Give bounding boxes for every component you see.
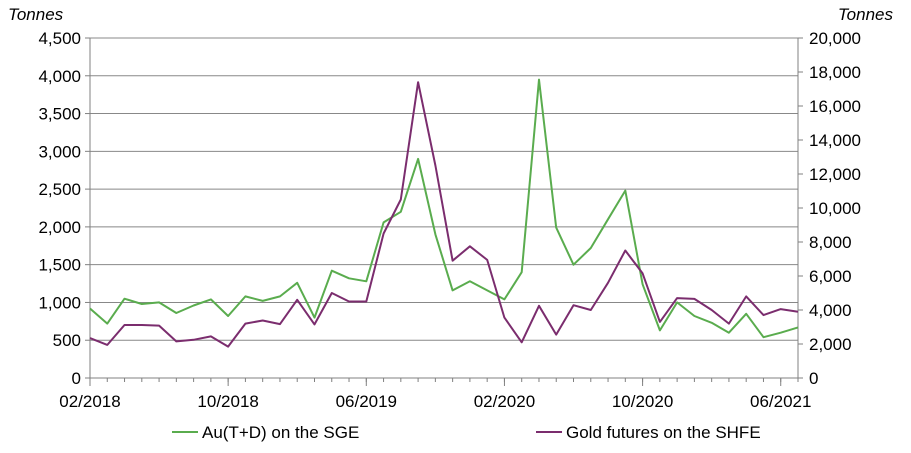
right-tick-label: 12,000 [809,165,861,184]
left-tick-label: 4,000 [38,67,81,86]
right-tick-label: 0 [809,369,818,388]
left-tick-label: 500 [53,331,81,350]
right-tick-label: 16,000 [809,97,861,116]
right-tick-label: 14,000 [809,131,861,150]
left-tick-label: 4,500 [38,29,81,48]
x-tick-label: 06/2019 [336,392,397,411]
right-tick-label: 10,000 [809,199,861,218]
x-tick-label: 06/2021 [750,392,811,411]
left-tick-label: 0 [72,369,81,388]
x-tick-label: 10/2018 [197,392,258,411]
series-lines [89,78,799,348]
right-tick-label: 2,000 [809,335,852,354]
right-axis-unit-label: Tonnes [838,5,894,24]
right-tick-label: 18,000 [809,63,861,82]
left-tick-label: 3,000 [38,142,81,161]
left-tick-label: 2,500 [38,180,81,199]
left-y-axis-ticks: 0 500 1,000 1,500 2,000 2,500 3,000 3,500 4,000 4… [38,29,90,388]
legend-label: Au(T+D) on the SGE [202,423,359,442]
left-tick-label: 1,500 [38,256,81,275]
x-tick-label: 02/2018 [59,392,120,411]
series-line-sge [89,78,799,339]
right-tick-label: 6,000 [809,267,852,286]
x-tick-label: 10/2020 [612,392,673,411]
legend-label: Gold futures on the SHFE [566,423,761,442]
x-axis-ticks: 02/2018 10/2018 06/2019 02/2020 10/2020 06/20… [59,378,811,411]
series-line-shfe [89,81,799,348]
x-tick-label: 02/2020 [474,392,535,411]
left-axis-unit-label: Tonnes [8,5,64,24]
right-tick-label: 20,000 [809,29,861,48]
left-tick-label: 3,500 [38,105,81,124]
right-tick-label: 8,000 [809,233,852,252]
left-tick-label: 1,000 [38,293,81,312]
gridlines [90,37,798,341]
legend: Au(T+D) on the SGE Gold futures on the SH… [172,423,761,442]
left-tick-label: 2,000 [38,218,81,237]
right-y-axis-ticks: 0 2,000 4,000 6,000 8,000 10,000 12,000 14,000 1… [798,29,861,388]
right-tick-label: 4,000 [809,301,852,320]
